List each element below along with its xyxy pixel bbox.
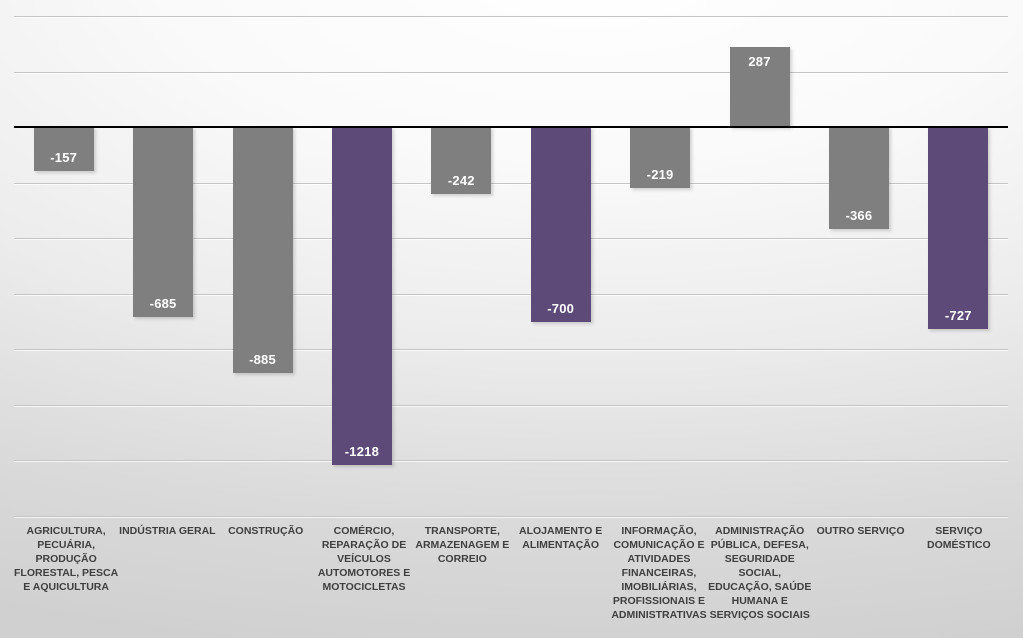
category-label-7: ADMINISTRAÇÃO PÚBLICA, DEFESA, SEGURIDAD…: [708, 525, 812, 621]
bar-value-label-3: -1218: [344, 444, 380, 460]
bar-0: -157: [33, 127, 94, 171]
bar-5: -700: [530, 127, 591, 322]
bar-2: -885: [232, 127, 293, 373]
bar-value-label-7: 287: [748, 54, 771, 70]
bar-4: -242: [431, 127, 492, 195]
bar-value-label-4: -242: [447, 173, 475, 189]
category-axis: AGRICULTURA, PECUÁRIA, PRODUÇÃO FLORESTA…: [14, 524, 1008, 622]
category-label-6: INFORMAÇÃO, COMUNICAÇÃO E ATIVIDADES FIN…: [611, 525, 707, 621]
chart-plot-area: -157 -685 -885 -1218 -242 -700 -219 287 -366 -727: [14, 16, 1008, 517]
gridline-200: [14, 71, 1008, 73]
category-label-1: INDÚSTRIA GERAL: [119, 525, 216, 537]
category-label-9: SERVIÇO DOMÉSTICO: [927, 525, 991, 551]
bar-value-label-9: -727: [944, 308, 972, 324]
bar-value-label-2: -885: [249, 351, 276, 367]
bar-6: -219: [630, 127, 691, 188]
gridline--200: [14, 182, 1008, 184]
gridline--1400: [14, 516, 1008, 517]
gridline--1200: [14, 460, 1008, 462]
gridline--1000: [14, 404, 1008, 406]
gridline--800: [14, 349, 1008, 351]
bar-8: -366: [828, 127, 889, 229]
bar-7: 287: [729, 47, 790, 128]
zero-axis-line: [14, 125, 1008, 129]
category-label-2: CONSTRUÇÃO: [228, 525, 304, 537]
bar-9: -727: [928, 127, 989, 330]
category-label-4: TRANSPORTE, ARMAZENAGEM E CORREIO: [415, 525, 510, 565]
category-label-3: COMÉRCIO, REPARAÇÃO DE VEÍCULOS AUTOMOTO…: [317, 525, 411, 593]
category-label-8: OUTRO SERVIÇO: [816, 525, 905, 537]
gridline--600: [14, 293, 1008, 295]
gridline--400: [14, 238, 1008, 240]
bar-value-label-6: -219: [646, 166, 674, 182]
category-label-5: ALOJAMENTO E ALIMENTAÇÃO: [519, 525, 603, 551]
gridline-400: [14, 16, 1008, 17]
bar-value-label-1: -685: [149, 296, 177, 312]
category-label-0: AGRICULTURA, PECUÁRIA, PRODUÇÃO FLORESTA…: [14, 525, 119, 593]
bar-value-label-5: -700: [547, 300, 575, 316]
bar-value-label-8: -366: [845, 207, 873, 223]
bar-3: -1218: [331, 127, 392, 466]
bar-1: -685: [133, 127, 194, 318]
bar-value-label-0: -157: [50, 149, 78, 165]
